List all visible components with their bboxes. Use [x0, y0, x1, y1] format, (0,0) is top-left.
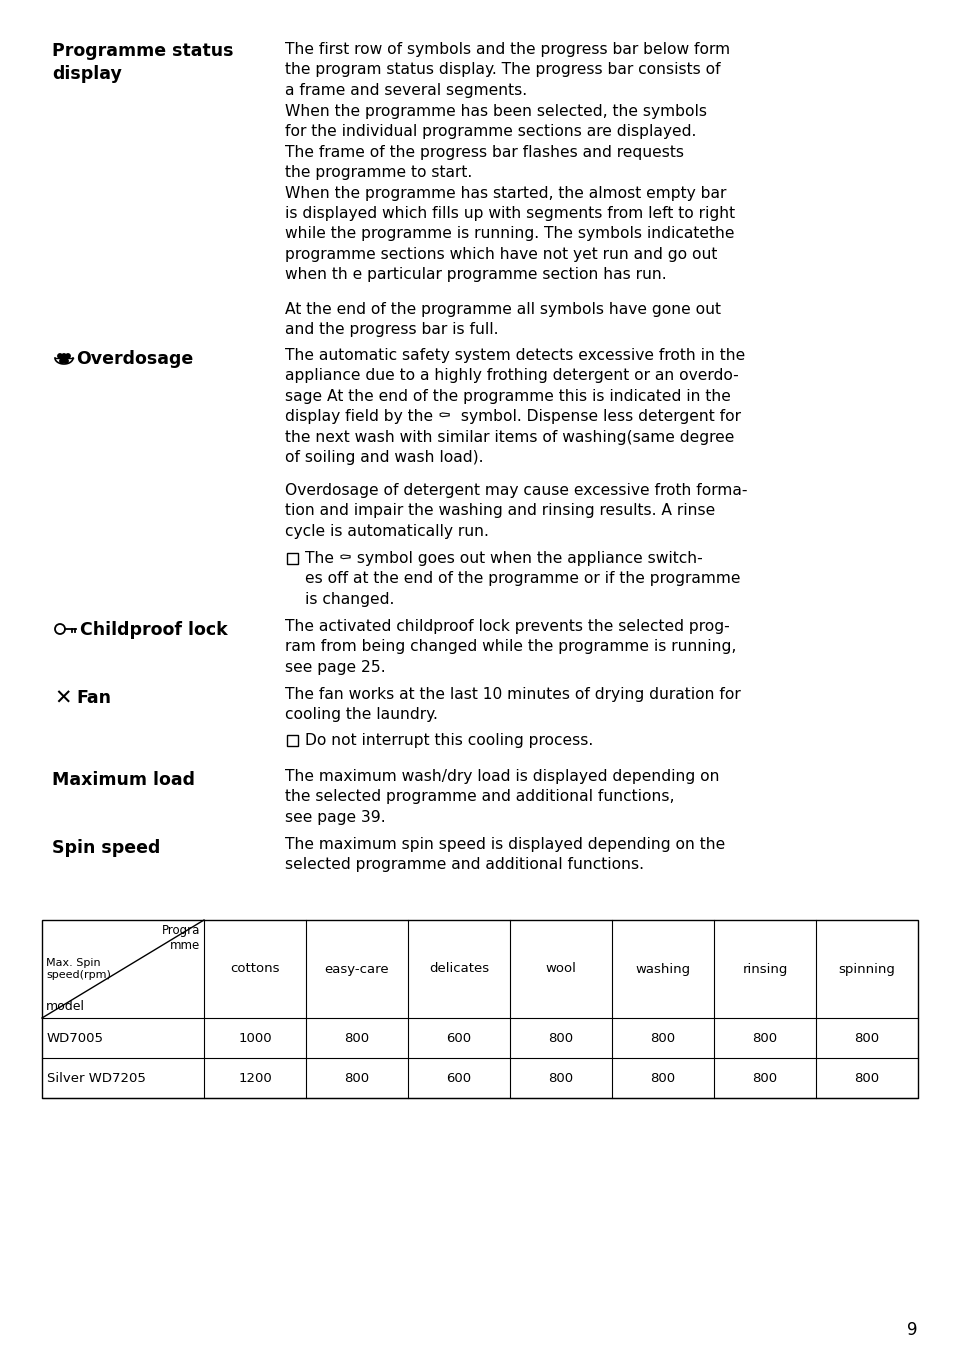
Text: spinning: spinning — [838, 963, 895, 975]
Text: The activated childproof lock prevents the selected prog-
ram from being changed: The activated childproof lock prevents t… — [285, 619, 736, 674]
Circle shape — [60, 359, 64, 363]
Text: The maximum wash/dry load is displayed depending on
the selected programme and a: The maximum wash/dry load is displayed d… — [285, 769, 719, 825]
Text: 800: 800 — [650, 1032, 675, 1044]
Bar — [287, 735, 297, 746]
Text: 800: 800 — [854, 1032, 879, 1044]
Text: Maximum load: Maximum load — [52, 770, 194, 789]
Text: Childproof lock: Childproof lock — [80, 621, 228, 639]
Text: The ⚰ symbol goes out when the appliance switch-
es off at the end of the progra: The ⚰ symbol goes out when the appliance… — [305, 551, 740, 607]
Text: Spin speed: Spin speed — [52, 839, 160, 857]
Circle shape — [64, 359, 68, 363]
Text: The first row of symbols and the progress bar below form
the program status disp: The first row of symbols and the progres… — [285, 42, 729, 97]
Text: Overdosage: Overdosage — [76, 349, 193, 368]
Text: 800: 800 — [548, 1071, 573, 1085]
Text: 1000: 1000 — [238, 1032, 272, 1044]
Text: At the end of the programme all symbols have gone out
and the progress bar is fu: At the end of the programme all symbols … — [285, 302, 720, 337]
Text: WD7005: WD7005 — [47, 1032, 104, 1044]
Text: 9: 9 — [906, 1322, 917, 1339]
Circle shape — [58, 353, 62, 359]
Text: Overdosage of detergent may cause excessive froth forma-
tion and impair the was: Overdosage of detergent may cause excess… — [285, 483, 747, 539]
Text: When the programme has been selected, the symbols
for the individual programme s: When the programme has been selected, th… — [285, 104, 735, 282]
Circle shape — [62, 353, 66, 359]
Text: cottons: cottons — [230, 963, 279, 975]
Text: 800: 800 — [344, 1071, 369, 1085]
Text: 800: 800 — [752, 1071, 777, 1085]
Text: wool: wool — [545, 963, 576, 975]
Text: 600: 600 — [446, 1032, 471, 1044]
Text: Fan: Fan — [76, 689, 111, 707]
Text: ✕: ✕ — [54, 689, 71, 709]
Text: Progra
mme: Progra mme — [161, 923, 200, 952]
Text: delicates: delicates — [429, 963, 489, 975]
Text: washing: washing — [635, 963, 690, 975]
Text: The maximum spin speed is displayed depending on the
selected programme and addi: The maximum spin speed is displayed depe… — [285, 837, 724, 872]
Circle shape — [66, 353, 71, 359]
Text: 800: 800 — [854, 1071, 879, 1085]
Text: 800: 800 — [752, 1032, 777, 1044]
Text: 600: 600 — [446, 1071, 471, 1085]
Text: 1200: 1200 — [238, 1071, 272, 1085]
Text: 800: 800 — [548, 1032, 573, 1044]
Text: The automatic safety system detects excessive froth in the
appliance due to a hi: The automatic safety system detects exce… — [285, 348, 744, 464]
Bar — [42, 919, 917, 1098]
Text: The fan works at the last 10 minutes of drying duration for
cooling the laundry.: The fan works at the last 10 minutes of … — [285, 686, 740, 723]
Text: Do not interrupt this cooling process.: Do not interrupt this cooling process. — [305, 733, 593, 747]
Text: Programme status
display: Programme status display — [52, 42, 233, 83]
Text: 800: 800 — [344, 1032, 369, 1044]
Text: model: model — [46, 1001, 85, 1013]
Text: easy-care: easy-care — [324, 963, 389, 975]
Text: Max. Spin
speed(rpm): Max. Spin speed(rpm) — [46, 959, 111, 980]
Text: 800: 800 — [650, 1071, 675, 1085]
Text: Silver WD7205: Silver WD7205 — [47, 1071, 146, 1085]
Text: rinsing: rinsing — [741, 963, 787, 975]
Bar — [287, 552, 297, 565]
